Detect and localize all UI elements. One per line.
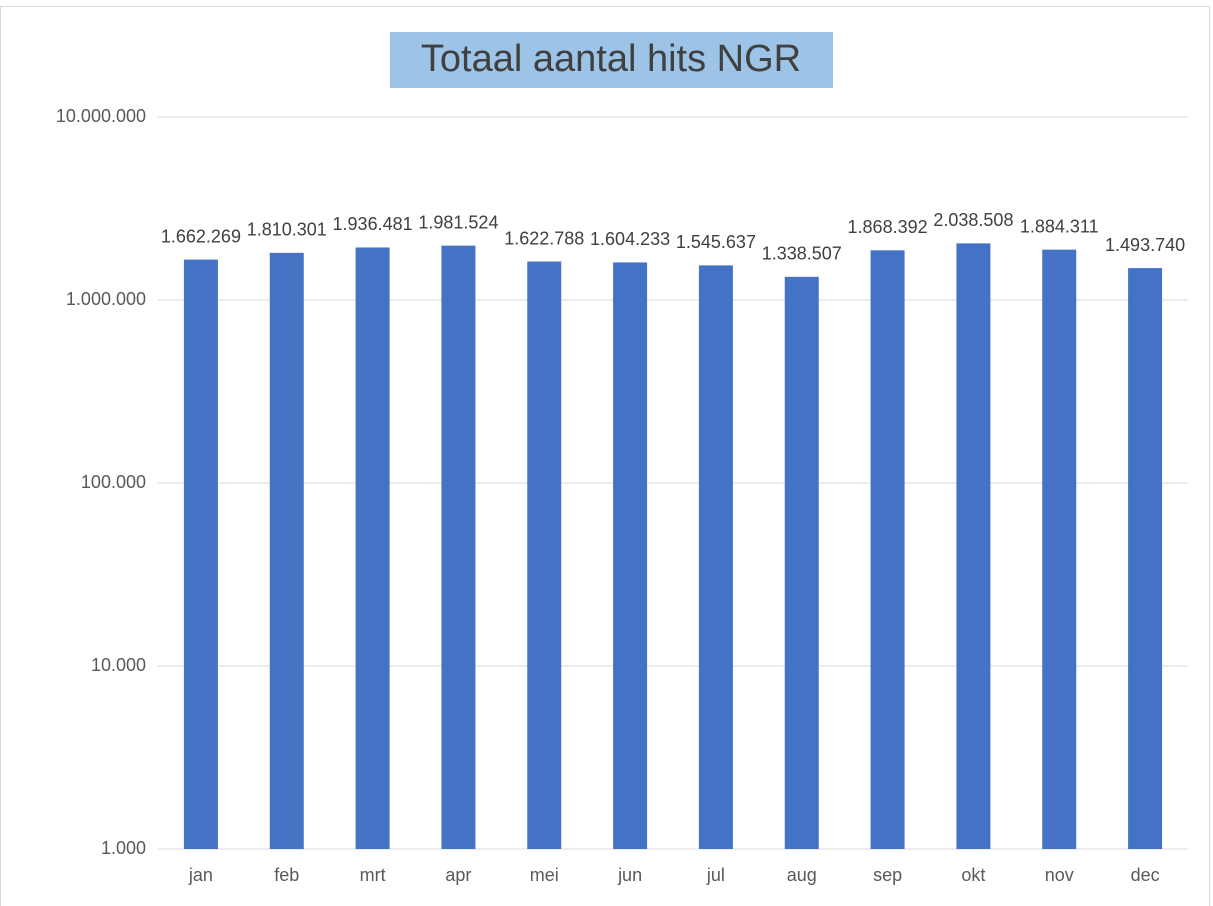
x-tick-label: jun — [617, 865, 642, 885]
bar — [613, 262, 648, 850]
data-label: 1.662.269 — [161, 226, 241, 246]
data-label: 1.981.524 — [418, 212, 498, 232]
bar — [441, 245, 476, 850]
title-box — [390, 32, 833, 88]
x-tick-label: apr — [445, 865, 471, 885]
y-tick-label: 10.000 — [91, 655, 146, 675]
bar — [1042, 249, 1077, 849]
x-tick-label: sep — [873, 865, 902, 885]
bar — [269, 252, 304, 849]
data-label: 1.868.392 — [848, 217, 928, 237]
x-tick-label: jul — [706, 865, 725, 885]
x-tick-label: mrt — [360, 865, 386, 885]
chart-border — [0, 6, 1210, 906]
data-label: 2.038.508 — [933, 210, 1013, 230]
chart-title: Totaal aantal hits NGR — [421, 38, 801, 80]
bar — [784, 276, 819, 849]
bar — [183, 259, 218, 849]
x-tick-label: aug — [787, 865, 817, 885]
bar — [527, 261, 562, 849]
bar — [956, 243, 991, 850]
y-tick-label: 100.000 — [81, 472, 146, 492]
y-tick-label: 10.000.000 — [56, 106, 146, 126]
data-label: 1.545.637 — [676, 232, 756, 252]
bar — [1128, 268, 1163, 849]
y-tick-label: 1.000.000 — [66, 289, 146, 309]
x-tick-label: jan — [188, 865, 213, 885]
x-tick-label: okt — [961, 865, 985, 885]
bar — [355, 247, 390, 850]
data-label: 1.604.233 — [590, 229, 670, 249]
x-tick-label: nov — [1045, 865, 1074, 885]
data-label: 1.810.301 — [247, 220, 327, 240]
x-tick-label: mei — [530, 865, 559, 885]
data-label: 1.884.311 — [1020, 216, 1099, 236]
data-label: 1.622.788 — [504, 228, 584, 248]
data-label: 1.936.481 — [333, 214, 413, 234]
bar — [870, 250, 905, 849]
data-label: 1.493.740 — [1105, 235, 1185, 255]
y-tick-label: 1.000 — [101, 838, 146, 858]
bar — [698, 265, 733, 850]
x-tick-label: feb — [274, 865, 299, 885]
data-label: 1.338.507 — [762, 244, 842, 264]
x-tick-label: dec — [1131, 865, 1160, 885]
